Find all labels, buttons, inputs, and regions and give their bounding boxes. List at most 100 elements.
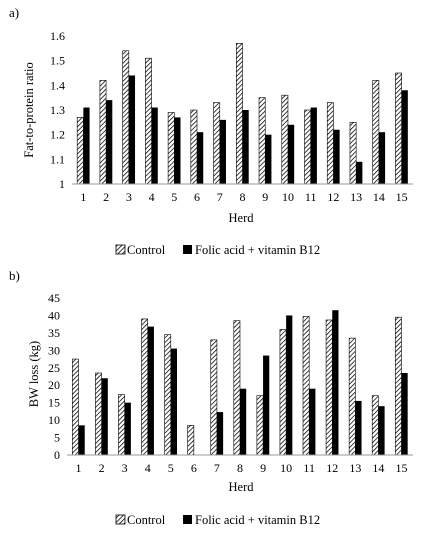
panel-a-bar-control-herd-10	[281, 94, 289, 185]
panel-a-bar-control-herd-11	[304, 109, 311, 185]
panel-b-ylabel: BW loss (kg)	[27, 341, 41, 407]
panel-a-ytick-2: 1.2	[50, 128, 65, 142]
panel-a-bar-treatment-herd-11	[310, 107, 317, 184]
panel-b: b) BW loss (kg) Herd 0510152025303540451…	[9, 268, 413, 527]
panel-b-bar-treatment-herd-2	[101, 378, 108, 455]
panel-a-bar-control-herd-4	[145, 57, 152, 185]
panel-b-xtick-8: 8	[237, 461, 243, 475]
panel-a-xtick-3: 3	[126, 190, 132, 204]
legend-b-treatment-swatch	[183, 515, 192, 524]
panel-a-bar-treatment-herd-2	[106, 100, 113, 184]
panel-b-ytick-9: 45	[48, 291, 60, 305]
panel-b-bar-control-herd-10	[279, 329, 287, 456]
panel-b-bar-control-herd-12	[325, 319, 333, 456]
panel-a-bar-control-herd-2	[99, 80, 107, 185]
panel-b-bar-treatment-herd-15	[401, 373, 408, 455]
panel-a-xtick-2: 2	[103, 190, 109, 204]
legend-a-control-label: Control	[127, 243, 166, 257]
panel-a-xtick-8: 8	[240, 190, 246, 204]
panel-b-bar-control-herd-9	[256, 395, 264, 456]
panel-b-bar-treatment-herd-12	[332, 310, 339, 455]
panel-b-ytick-2: 10	[48, 413, 60, 427]
panel-b-xtick-10: 10	[280, 461, 292, 475]
panel-b-xtick-13: 13	[349, 461, 361, 475]
panel-b-bar-treatment-herd-1	[78, 425, 85, 455]
panel-a-bar-treatment-herd-6	[197, 132, 204, 184]
panel-a-ylabel: Fat-to-protein ratio	[22, 62, 36, 157]
panel-b-bar-treatment-herd-14	[378, 406, 385, 455]
panel-a-bar-treatment-herd-8	[242, 110, 249, 184]
panel-b-bar-treatment-herd-9	[263, 355, 270, 455]
panel-b-bar-control-herd-1	[72, 358, 79, 456]
panel-b-bar-treatment-herd-11	[309, 388, 316, 455]
panel-a-bar-control-herd-12	[326, 102, 334, 185]
panel-b-xtick-15: 15	[395, 461, 407, 475]
panel-a-bar-control-herd-15	[395, 72, 402, 185]
panel-a-xtick-15: 15	[396, 190, 408, 204]
panel-a-ytick-5: 1.5	[50, 54, 65, 68]
panel-a-bar-treatment-herd-14	[378, 132, 386, 184]
panel-a-bar-treatment-herd-10	[287, 124, 295, 184]
panel-a-xtick-4: 4	[149, 190, 155, 204]
panel-a-bar-treatment-herd-3	[128, 75, 136, 184]
panel-b-xtick-11: 11	[303, 461, 315, 475]
panel-a-bar-control-herd-7	[213, 102, 221, 185]
panel-a-bar-control-herd-6	[190, 109, 198, 185]
panel-a-bar-treatment-herd-12	[333, 129, 340, 184]
panel-b-ytick-3: 15	[48, 396, 60, 410]
panel-b-xtick-1: 1	[76, 461, 82, 475]
panel-a-ytick-4: 1.4	[50, 78, 65, 92]
panel-b-xtick-5: 5	[168, 461, 174, 475]
panel-a-bar-control-herd-3	[122, 50, 130, 185]
panel-b-bar-control-herd-14	[371, 395, 379, 456]
panel-b-label: b)	[9, 268, 20, 283]
panel-a-bar-treatment-herd-9	[265, 134, 272, 184]
panel-b-ytick-7: 35	[48, 326, 60, 340]
panel-b-bar-treatment-herd-7	[216, 412, 224, 455]
panel-a-xtick-11: 11	[305, 190, 317, 204]
panel-b-xtick-14: 14	[372, 461, 384, 475]
panel-a-xtick-10: 10	[282, 190, 294, 204]
panel-a-xlabel: Herd	[229, 211, 255, 225]
panel-b-xlabel: Herd	[229, 480, 255, 494]
legend-a-treatment-label: Folic acid + vitamin B12	[195, 243, 320, 257]
panel-b-xtick-4: 4	[145, 461, 151, 475]
panel-a-bar-control-herd-9	[258, 97, 266, 185]
panel-b-bar-treatment-herd-4	[147, 326, 154, 455]
panel-a-xtick-9: 9	[262, 190, 268, 204]
panel-a-xtick-14: 14	[373, 190, 385, 204]
panel-b-bar-treatment-herd-13	[355, 400, 362, 455]
panel-b-bar-control-herd-3	[118, 394, 125, 456]
panel-a-plot: 11.11.21.31.41.51.61 2 3 4 5 6 7 8 9 10 11 12 13 14 15	[50, 29, 413, 204]
panel-a-label: a)	[9, 5, 19, 20]
panel-b-ytick-4: 20	[48, 378, 60, 392]
panel-b-ytick-8: 40	[48, 308, 60, 322]
panel-b-bar-treatment-herd-3	[124, 402, 131, 455]
panel-a-xtick-7: 7	[217, 190, 223, 204]
panel-b-bar-control-herd-8	[233, 320, 241, 456]
panel-b-xtick-12: 12	[326, 461, 338, 475]
panel-a-xtick-1: 1	[80, 190, 86, 204]
panel-a-bar-control-herd-13	[349, 122, 357, 185]
panel-b-ytick-6: 30	[48, 343, 60, 357]
panel-a-bar-treatment-herd-7	[219, 119, 226, 184]
panel-b-bar-treatment-herd-8	[240, 388, 247, 455]
panel-b-bar-control-herd-6	[187, 425, 195, 456]
panel-a-bar-treatment-herd-5	[174, 117, 181, 184]
panel-a-bar-control-herd-14	[372, 80, 380, 185]
panel-a-bar-treatment-herd-13	[356, 161, 363, 184]
panel-a-xtick-5: 5	[171, 190, 177, 204]
panel-b-xtick-3: 3	[122, 461, 128, 475]
panel-a-bar-treatment-herd-1	[83, 107, 90, 184]
panel-a-legend: Control Folic acid + vitamin B12	[115, 243, 320, 257]
legend-a-control-swatch	[115, 244, 126, 255]
panel-b-bar-control-herd-7	[210, 339, 218, 456]
legend-b-control-swatch	[115, 514, 126, 525]
panel-b-bar-control-herd-11	[302, 316, 310, 456]
panel-b-legend: Control Folic acid + vitamin B12	[115, 513, 320, 527]
panel-a-bar-control-herd-1	[76, 117, 84, 185]
panel-a-ytick-0: 1	[59, 177, 65, 191]
panel-a-ytick-3: 1.3	[50, 103, 65, 117]
